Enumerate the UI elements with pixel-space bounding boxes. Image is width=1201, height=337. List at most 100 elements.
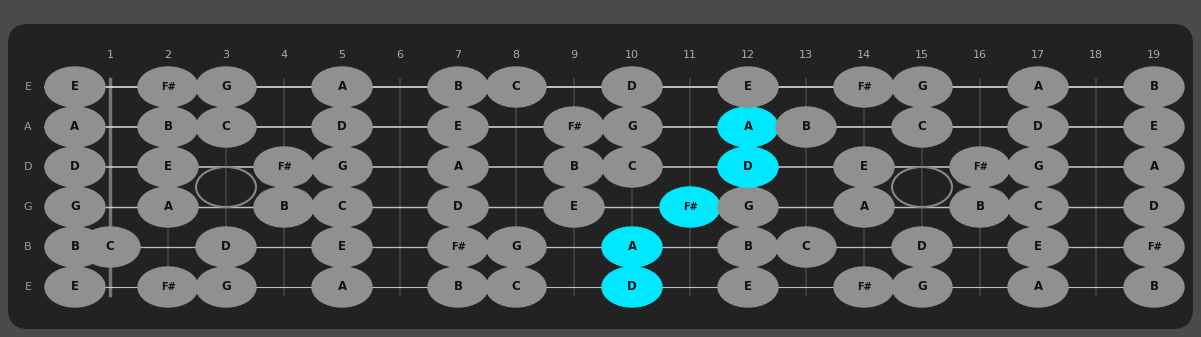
Text: G: G — [918, 280, 927, 294]
Text: A: A — [71, 121, 79, 133]
Text: A: A — [743, 121, 753, 133]
Text: 4: 4 — [281, 50, 287, 60]
Text: B: B — [71, 241, 79, 253]
Text: A: A — [1033, 280, 1042, 294]
Ellipse shape — [44, 267, 104, 307]
Ellipse shape — [428, 267, 488, 307]
Text: F#: F# — [856, 282, 872, 292]
Text: E: E — [24, 282, 31, 292]
Text: F#: F# — [567, 122, 581, 132]
Ellipse shape — [196, 267, 256, 307]
Ellipse shape — [312, 227, 372, 267]
Text: A: A — [1149, 160, 1159, 174]
Text: 11: 11 — [683, 50, 697, 60]
Text: B: B — [975, 201, 985, 214]
Text: 1: 1 — [107, 50, 114, 60]
Ellipse shape — [1014, 188, 1062, 202]
Text: 7: 7 — [454, 50, 461, 60]
Ellipse shape — [1124, 187, 1184, 227]
Ellipse shape — [428, 187, 488, 227]
Ellipse shape — [544, 187, 604, 227]
Ellipse shape — [833, 267, 894, 307]
Ellipse shape — [312, 67, 372, 107]
Text: E: E — [743, 280, 752, 294]
Text: 19: 19 — [1147, 50, 1161, 60]
Ellipse shape — [602, 107, 662, 147]
Ellipse shape — [138, 267, 198, 307]
Text: 12: 12 — [741, 50, 755, 60]
Ellipse shape — [1008, 67, 1068, 107]
Ellipse shape — [718, 187, 778, 227]
Text: 10: 10 — [625, 50, 639, 60]
Ellipse shape — [544, 147, 604, 187]
Text: E: E — [1151, 121, 1158, 133]
Text: C: C — [106, 241, 114, 253]
Text: 16: 16 — [973, 50, 987, 60]
Text: D: D — [221, 241, 231, 253]
Ellipse shape — [138, 107, 198, 147]
Ellipse shape — [892, 227, 952, 267]
Ellipse shape — [44, 147, 104, 187]
Ellipse shape — [833, 147, 894, 187]
Ellipse shape — [602, 67, 662, 107]
Text: G: G — [337, 160, 347, 174]
Text: 18: 18 — [1089, 50, 1103, 60]
Ellipse shape — [80, 227, 141, 267]
Ellipse shape — [544, 107, 604, 147]
Ellipse shape — [44, 67, 104, 107]
Ellipse shape — [1124, 267, 1184, 307]
Text: 3: 3 — [222, 50, 229, 60]
Ellipse shape — [1008, 147, 1068, 187]
Text: C: C — [512, 81, 520, 93]
Ellipse shape — [892, 267, 952, 307]
Text: 2: 2 — [165, 50, 172, 60]
Ellipse shape — [434, 188, 482, 202]
Ellipse shape — [486, 267, 546, 307]
Text: B: B — [569, 160, 579, 174]
Text: G: G — [221, 81, 231, 93]
Text: E: E — [165, 160, 172, 174]
Text: B: B — [454, 280, 462, 294]
Ellipse shape — [1014, 172, 1062, 186]
Ellipse shape — [318, 188, 366, 202]
Ellipse shape — [428, 227, 488, 267]
Text: 14: 14 — [858, 50, 871, 60]
Text: G: G — [70, 201, 80, 214]
Ellipse shape — [253, 147, 313, 187]
Ellipse shape — [1008, 107, 1068, 147]
Ellipse shape — [138, 187, 198, 227]
Ellipse shape — [718, 227, 778, 267]
Text: G: G — [1033, 160, 1042, 174]
Ellipse shape — [833, 187, 894, 227]
Ellipse shape — [1124, 147, 1184, 187]
Ellipse shape — [486, 227, 546, 267]
Ellipse shape — [44, 227, 104, 267]
Text: D: D — [70, 160, 80, 174]
Text: D: D — [337, 121, 347, 133]
Text: B: B — [280, 201, 288, 214]
Ellipse shape — [428, 107, 488, 147]
Text: D: D — [24, 162, 32, 172]
Ellipse shape — [318, 172, 366, 186]
Ellipse shape — [312, 187, 372, 227]
Text: 6: 6 — [396, 50, 404, 60]
Text: E: E — [1034, 241, 1042, 253]
Text: E: E — [71, 81, 79, 93]
Text: F#: F# — [682, 202, 698, 212]
Text: A: A — [1033, 81, 1042, 93]
Text: A: A — [337, 81, 347, 93]
Text: E: E — [337, 241, 346, 253]
Text: C: C — [918, 121, 926, 133]
Text: 5: 5 — [339, 50, 346, 60]
Text: C: C — [1034, 201, 1042, 214]
Ellipse shape — [602, 267, 662, 307]
Ellipse shape — [259, 172, 307, 186]
Text: D: D — [627, 280, 637, 294]
Ellipse shape — [259, 188, 307, 202]
Ellipse shape — [956, 188, 1004, 202]
Text: B: B — [1149, 280, 1159, 294]
Ellipse shape — [1008, 267, 1068, 307]
Ellipse shape — [892, 67, 952, 107]
Text: D: D — [627, 81, 637, 93]
Text: 9: 9 — [570, 50, 578, 60]
